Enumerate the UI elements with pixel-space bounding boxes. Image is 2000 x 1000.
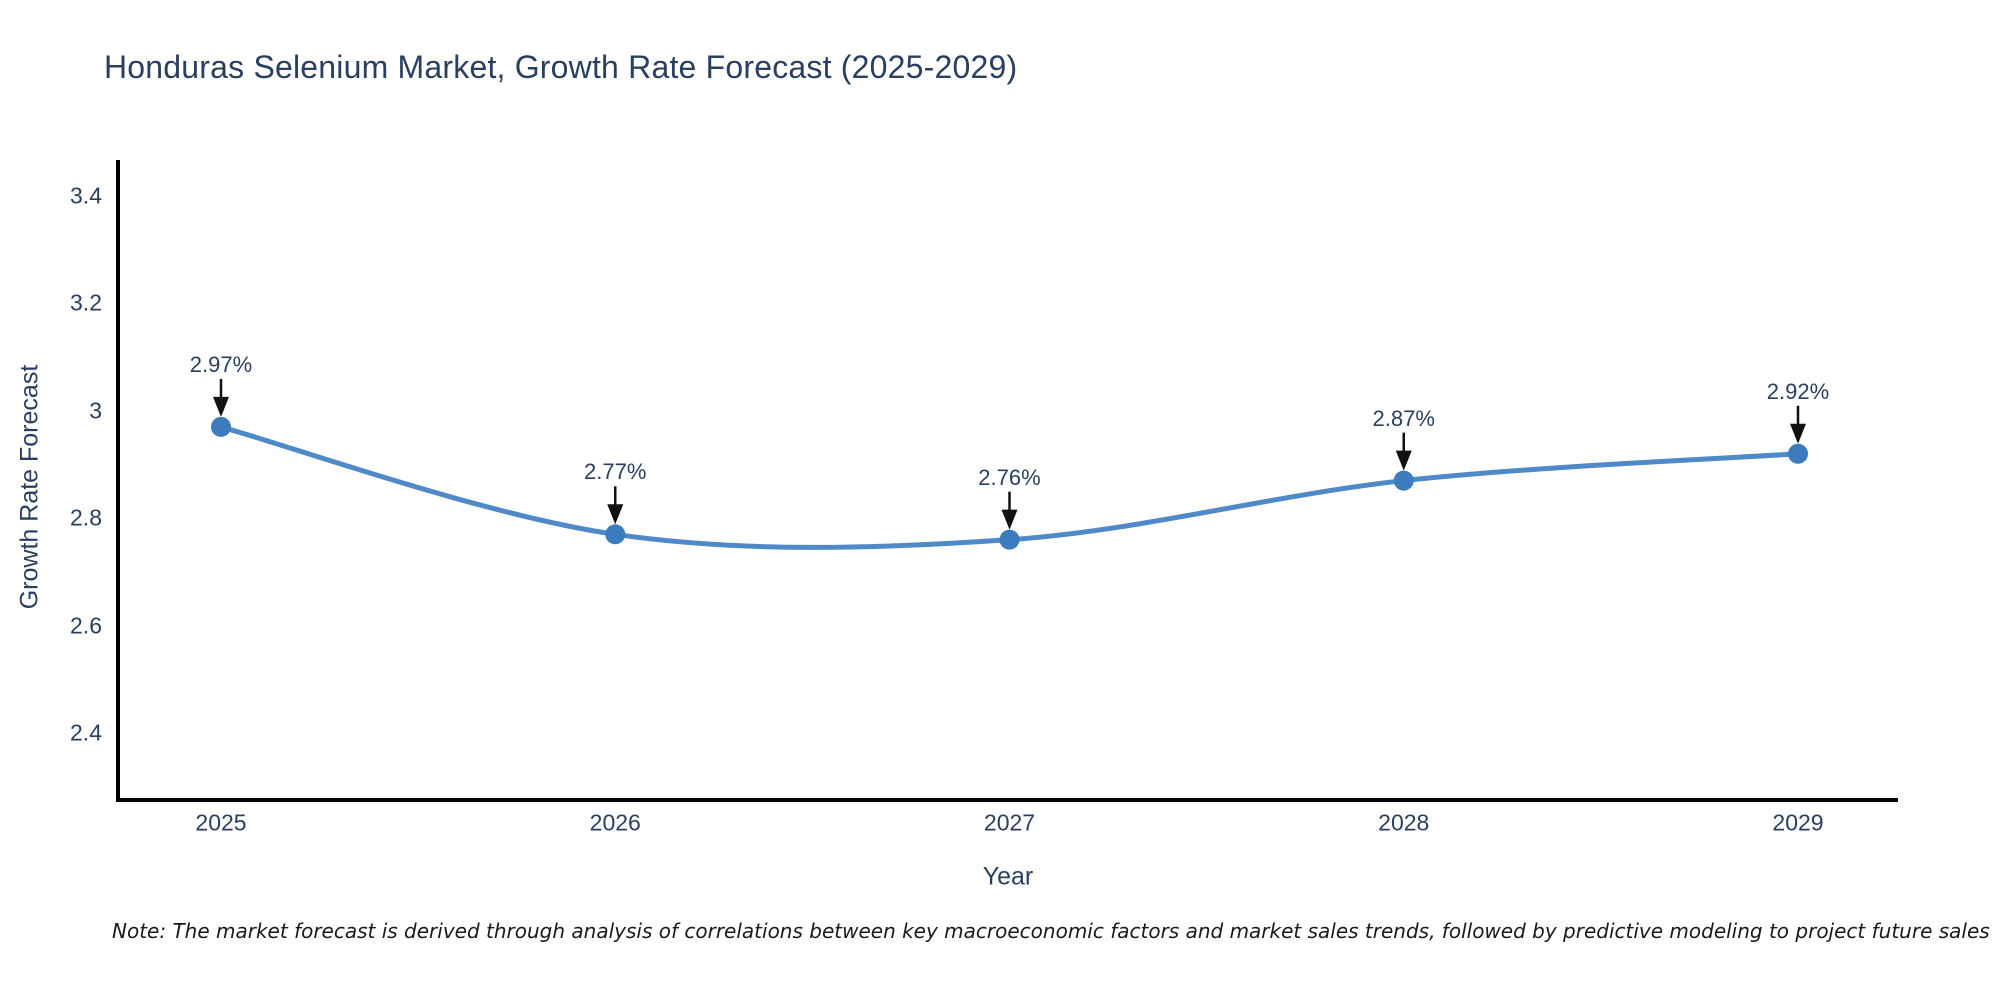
x-tick-label: 2028 (1378, 809, 1430, 836)
footnote: Note: The market forecast is derived thr… (112, 919, 1990, 943)
x-tick-label: 2026 (589, 809, 641, 836)
x-tick-label: 2027 (983, 809, 1036, 836)
y-tick-label: 3.4 (70, 182, 102, 209)
x-axis-title: Year (982, 862, 1034, 891)
x-tick-label: 2025 (195, 809, 247, 836)
data-point-label: 2.97% (189, 351, 253, 377)
x-tick-label: 2029 (1772, 809, 1824, 836)
annotation-arrow-head (1790, 423, 1806, 444)
data-point-marker[interactable] (1788, 443, 1808, 464)
data-point-marker[interactable] (1393, 470, 1414, 491)
data-point-marker[interactable] (605, 524, 626, 545)
annotation-arrow-head (1001, 509, 1018, 530)
data-point-marker[interactable] (999, 529, 1020, 550)
data-point-label: 2.87% (1372, 405, 1435, 431)
data-point-label: 2.77% (584, 459, 647, 485)
data-point-label: 2.76% (978, 464, 1041, 490)
y-tick-label: 3 (89, 397, 102, 424)
y-tick-label: 2.8 (70, 504, 102, 531)
annotation-arrow-head (607, 504, 624, 525)
data-point-label: 2.92% (1766, 378, 1830, 404)
annotation-arrow-head (1395, 450, 1412, 471)
chart-title: Honduras Selenium Market, Growth Rate Fo… (104, 49, 1018, 85)
annotation-arrow-head (213, 396, 229, 417)
y-tick-label: 3.2 (70, 289, 102, 316)
data-point-marker[interactable] (211, 416, 231, 437)
y-tick-label: 2.4 (70, 719, 102, 746)
y-tick-label: 2.6 (70, 612, 102, 639)
